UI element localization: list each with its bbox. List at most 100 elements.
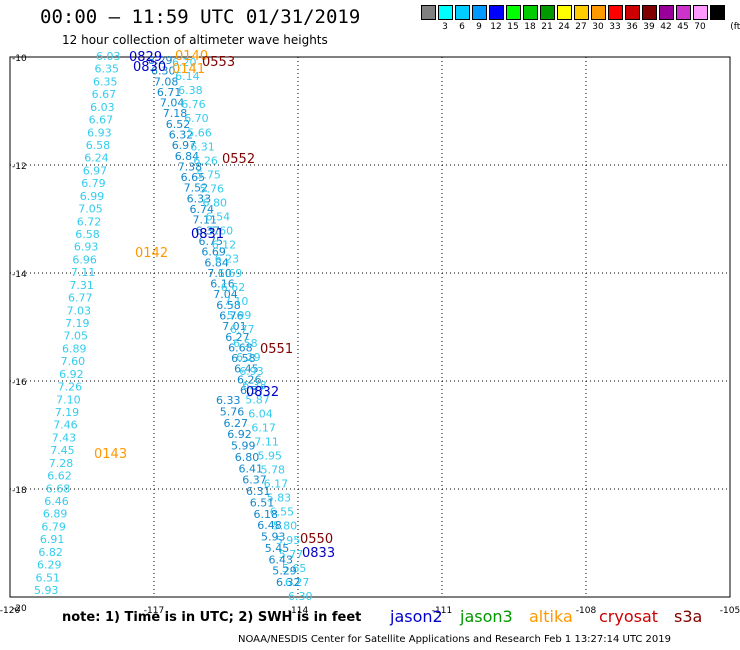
legend-cryosat: cryosat — [599, 607, 659, 626]
legend-label: 70 — [694, 22, 706, 32]
lon-tick-label: -117 — [144, 606, 164, 616]
wave-height-label: 6.35 — [93, 75, 118, 88]
pass-time-label: 0550 — [300, 532, 333, 547]
wave-height-label: 6.57 — [240, 384, 265, 397]
legend-swatch — [625, 5, 640, 20]
wave-height-label: 6.31 — [246, 485, 271, 498]
wave-height-label: 6.80 — [235, 451, 259, 464]
wave-height-label: 6.62 — [47, 470, 72, 483]
wave-height-label: 6.27 — [225, 331, 250, 344]
wave-height-label: 6.77 — [230, 323, 255, 336]
wave-height-label: 5.76 — [220, 405, 245, 418]
map-subtitle: 12 hour collection of altimeter wave hei… — [62, 33, 328, 47]
wave-height-label: 7.60 — [209, 225, 234, 238]
legend-label: 21 — [541, 22, 553, 32]
legend-swatch — [540, 5, 555, 20]
wave-height-label: 5.75 — [196, 168, 221, 181]
lon-tick-label: -114 — [288, 606, 309, 616]
wave-height-label: 5.93 — [261, 531, 286, 544]
wave-height-label: 6.51 — [250, 496, 274, 509]
wave-height-label: 6.29 — [236, 351, 261, 364]
legend-swatch — [676, 5, 691, 20]
wave-height-label: 6.58 — [231, 352, 256, 365]
wave-height-label: 6.26 — [193, 154, 218, 167]
axis-ticks: -120 -117 -114 -111 -108 -105 -10 -12 -14 -16 -18 -… — [0, 54, 740, 616]
credit-line: NOAA/NESDIS Center for Satellite Applica… — [238, 634, 671, 645]
wave-height-label: 6.58 — [233, 337, 258, 350]
wave-height-label: 7.43 — [52, 431, 76, 444]
wave-height-label: 7.19 — [65, 317, 90, 330]
legend-swatch — [693, 5, 708, 20]
wave-height-label: 6.92 — [227, 428, 252, 441]
wave-height-label: 5.99 — [231, 440, 256, 453]
pass-time-label: 0142 — [135, 246, 168, 261]
legend-label: 12 — [490, 22, 502, 32]
wave-height-label: 7.46 — [53, 419, 77, 432]
legend-swatch — [710, 5, 725, 20]
wave-height-label: 6.31 — [190, 140, 215, 153]
wave-height-label: 8.29 — [148, 54, 173, 67]
wave-height-label: 6.30 — [151, 65, 176, 78]
legend-swatch — [506, 5, 521, 20]
wave-height-label: 6.37 — [242, 474, 266, 487]
legend-swatch — [523, 5, 538, 20]
legend-unit: (ft) — [730, 22, 740, 32]
legend-swatch — [608, 5, 623, 20]
wave-height-label: 7.05 — [64, 330, 89, 343]
wave-height-label: 6.68 — [228, 341, 253, 354]
wave-height-label: 6.48 — [257, 519, 282, 532]
wave-height-label: 7.11 — [71, 266, 96, 279]
lat-tick-label: -16 — [12, 378, 27, 388]
wave-height-label: 5.95 — [258, 450, 283, 463]
wave-height-label: 7.03 — [67, 304, 92, 317]
legend-swatch — [642, 5, 657, 20]
wave-height-label: 6.55 — [270, 506, 295, 519]
lon-tick-label: -120 — [0, 606, 20, 616]
legend-swatch — [489, 5, 504, 20]
wave-height-label: 6.14 — [175, 70, 200, 83]
wave-height-label: 6.27 — [285, 576, 310, 589]
wave-height-label: 6.38 — [178, 84, 203, 97]
wave-height-label: 6.67 — [92, 88, 117, 101]
lat-tick-label: -20 — [12, 604, 27, 614]
wave-height-label: 6.17 — [264, 478, 289, 491]
wave-height-label: 6.52 — [166, 118, 191, 131]
legend-label: 3 — [442, 22, 448, 32]
legend-swatch — [438, 5, 453, 20]
legend-label: 45 — [677, 22, 689, 32]
wave-height-label: 6.12 — [212, 239, 237, 252]
wave-height-label: 6.03 — [90, 101, 115, 114]
wave-height-label: 7.19 — [55, 406, 79, 419]
pass-time-label: 0832 — [246, 385, 279, 400]
wave-height-label: 6.38 — [242, 379, 267, 392]
legend-label: 18 — [524, 22, 536, 32]
wave-height-label: 5.80 — [273, 520, 298, 533]
wave-height-label: 7.26 — [58, 381, 83, 394]
wave-height-label: 7.38 — [178, 161, 203, 174]
pass-time-label: 0140 — [175, 49, 208, 64]
wave-height-label: 6.76 — [219, 310, 244, 323]
legend-label: 27 — [575, 22, 587, 32]
wave-height-label: 7.60 — [61, 355, 86, 368]
wave-height-label: 6.93 — [87, 126, 112, 139]
wave-height-label: 6.58 — [86, 139, 111, 152]
wave-height-label: 6.67 — [89, 114, 114, 127]
wave-height-label: 7.11 — [193, 214, 218, 227]
wave-height-label: 5.95 — [276, 534, 301, 547]
legend-label: 36 — [626, 22, 638, 32]
pass-time-label: 0143 — [94, 447, 127, 462]
wave-height-label: 6.46 — [44, 495, 69, 508]
wave-height-label: 6.17 — [251, 421, 276, 434]
pass-time-label: 0141 — [172, 62, 205, 77]
legend-label: 24 — [558, 22, 570, 32]
wave-height-label: 6.74 — [190, 203, 215, 216]
legend-label: 33 — [609, 22, 621, 32]
legend-label: 42 — [660, 22, 672, 32]
wave-height-label: 6.99 — [80, 190, 105, 203]
wave-height-label: 5.66 — [187, 126, 212, 139]
wave-height-label: 6.82 — [38, 546, 63, 559]
wave-height-label: 6.65 — [181, 171, 206, 184]
wave-height-label: 6.18 — [254, 508, 279, 521]
wave-height-label: 6.92 — [59, 368, 84, 381]
wave-height-label: 6.69 — [218, 267, 243, 280]
